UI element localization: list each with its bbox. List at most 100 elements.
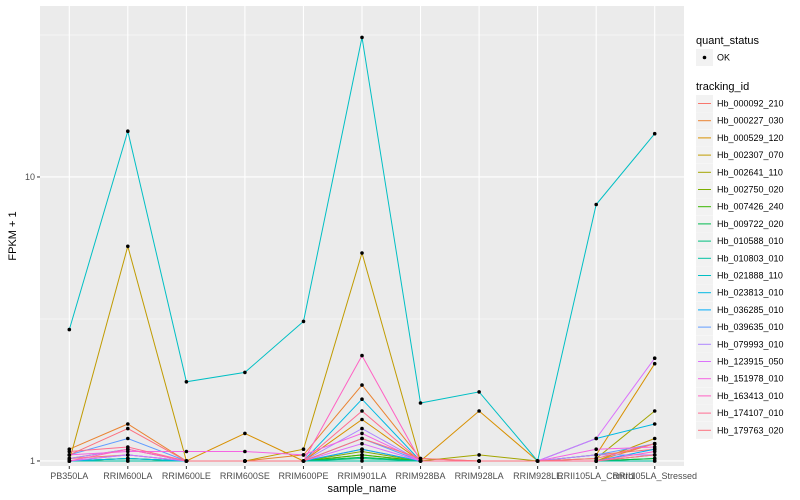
data-point <box>360 397 364 402</box>
data-point <box>67 453 72 457</box>
data-point <box>301 459 306 463</box>
data-point <box>652 361 657 366</box>
y-axis-title: FPKM + 1 <box>7 211 19 260</box>
legend-quant-status-entries: OK <box>696 49 730 66</box>
x-tick-label: RRIM928LA <box>455 471 504 481</box>
data-point <box>301 447 306 452</box>
data-point <box>126 436 130 441</box>
data-point <box>652 456 657 461</box>
x-tick-label: RRIM928LE <box>513 471 562 481</box>
legend-label: Hb_000092_210 <box>717 99 784 109</box>
x-tick-label: RRII105LA_Stressed <box>612 471 697 481</box>
data-point <box>418 401 423 405</box>
data-point <box>126 459 130 463</box>
legend-label: Hb_021888_110 <box>717 271 783 281</box>
data-point <box>652 422 657 426</box>
legend-label: Hb_151978_010 <box>717 374 784 384</box>
x-tick-label: RRIM600PE <box>278 471 328 481</box>
data-point <box>126 445 130 449</box>
data-point <box>360 456 364 461</box>
data-point <box>360 431 364 436</box>
data-point <box>360 35 364 40</box>
data-point <box>652 131 657 136</box>
data-point <box>652 445 657 449</box>
data-point <box>477 453 481 457</box>
data-point <box>243 459 247 463</box>
data-point <box>594 447 598 452</box>
data-point <box>477 409 481 413</box>
data-point <box>243 370 247 375</box>
legend-label: Hb_002641_110 <box>717 167 783 177</box>
data-point <box>652 459 657 463</box>
data-point <box>360 353 364 358</box>
y-tick-label: 1 <box>30 456 35 466</box>
legend-tracking-id-entries: Hb_000092_210 Hb_000227_030 Hb_000529_120 H… <box>696 95 784 439</box>
legend-label: Hb_007426_240 <box>717 202 784 212</box>
data-point <box>360 441 364 446</box>
legend-label: Hb_010588_010 <box>717 236 784 246</box>
data-point <box>67 456 72 461</box>
legend-label: Hb_079993_010 <box>717 339 784 349</box>
data-point <box>184 449 189 454</box>
legend-label: OK <box>717 53 730 63</box>
data-point <box>477 459 481 463</box>
data-point <box>360 409 364 413</box>
data-point <box>184 459 189 463</box>
data-point <box>652 453 657 457</box>
data-point <box>360 459 364 463</box>
x-tick-label: RRIM600SE <box>220 471 270 481</box>
legend-label: Hb_123915_050 <box>717 357 784 367</box>
data-point <box>360 417 364 422</box>
data-point <box>184 380 189 384</box>
legend-title-tracking-id: tracking_id <box>696 81 749 93</box>
x-tick-label: PB350LA <box>50 471 88 481</box>
data-point <box>360 251 364 255</box>
legend-label: Hb_002307_070 <box>717 150 784 160</box>
legend-label: Hb_000227_030 <box>717 116 784 126</box>
data-point <box>652 409 657 413</box>
data-point <box>594 453 598 457</box>
data-point <box>126 453 130 457</box>
data-point <box>243 431 247 436</box>
x-tick-label: RRIM600LA <box>103 471 152 481</box>
data-point <box>652 449 657 454</box>
data-point <box>67 459 72 463</box>
legend-label: Hb_036285_010 <box>717 305 784 315</box>
axes: 1 10 PB350LA RRIM600LA RRIM600LE RRIM600SE RRI… <box>25 172 697 481</box>
data-point <box>535 459 540 463</box>
x-tick-label: RRIM600LE <box>162 471 211 481</box>
data-point <box>360 447 364 452</box>
y-tick-label: 10 <box>25 172 35 182</box>
data-point <box>594 436 598 441</box>
x-tick-label: RRII105LA_Control <box>557 471 635 481</box>
legend-point-icon <box>702 55 707 60</box>
legend-label: Hb_009722_020 <box>717 219 784 229</box>
data-point <box>477 390 481 394</box>
data-point <box>67 327 72 332</box>
data-point <box>301 319 306 324</box>
data-point <box>360 436 364 441</box>
data-point <box>594 202 598 207</box>
legend-label: Hb_000529_120 <box>717 133 784 143</box>
x-axis-title: sample_name <box>327 483 396 495</box>
data-point <box>126 426 130 431</box>
data-point <box>594 456 598 461</box>
data-point <box>360 383 364 387</box>
data-point <box>652 436 657 441</box>
data-points <box>67 35 657 463</box>
data-point <box>594 459 598 463</box>
legend-label: Hb_179763_020 <box>717 425 784 435</box>
data-point <box>652 356 657 361</box>
legend-label: Hb_163413_010 <box>717 391 784 401</box>
data-point <box>67 449 72 454</box>
data-point <box>126 129 130 133</box>
legend-label: Hb_002750_020 <box>717 185 784 195</box>
x-tick-label: RRIM901LA <box>337 471 386 481</box>
data-point <box>126 244 130 249</box>
data-point <box>243 449 247 454</box>
data-point <box>418 459 423 463</box>
legend-label: Hb_023813_010 <box>717 288 784 298</box>
legend-label: Hb_174107_010 <box>717 408 784 418</box>
legend: quant_status OK tracking_id Hb_000092_21… <box>696 35 784 439</box>
grid-lines <box>40 6 684 466</box>
